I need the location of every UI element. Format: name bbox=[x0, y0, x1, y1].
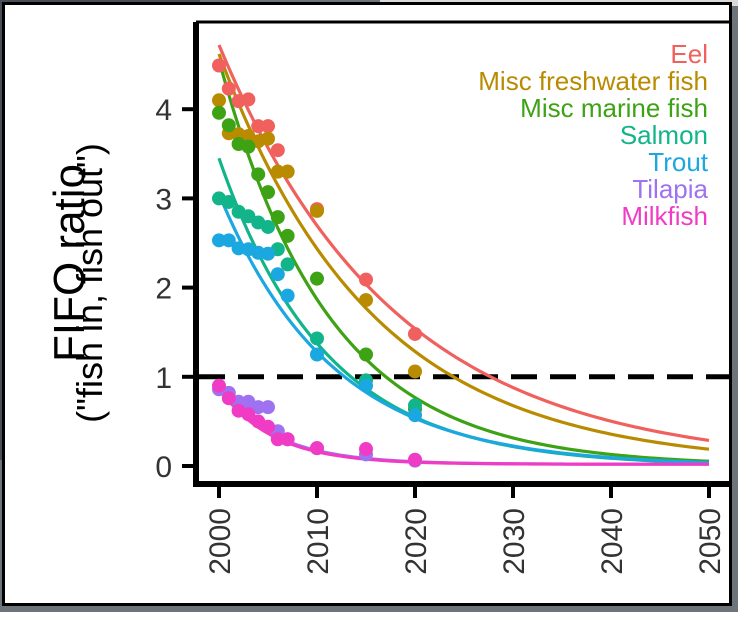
data-point-misc-marine-fish bbox=[251, 167, 266, 182]
data-point-tilapia bbox=[261, 400, 275, 415]
data-point-salmon bbox=[221, 194, 236, 209]
y-tick-label: 4 bbox=[155, 94, 172, 127]
fit-curve-eel bbox=[217, 44, 710, 442]
data-point-eel bbox=[270, 143, 285, 158]
x-tick-label: 2020 bbox=[400, 508, 433, 575]
data-point-misc-freshwater-fish bbox=[280, 164, 295, 179]
y-axis-title-line-2: ("fish in, fish out") bbox=[69, 143, 110, 423]
data-point-trout bbox=[270, 267, 285, 282]
data-point-misc-freshwater-fish bbox=[310, 203, 324, 218]
legend-item-misc-marine-fish: Misc marine fish bbox=[520, 93, 708, 123]
data-point-milkfish bbox=[221, 391, 236, 406]
legend-item-tilapia: Tilapia bbox=[632, 174, 708, 204]
data-point-eel bbox=[212, 58, 226, 73]
y-tick-label: 1 bbox=[155, 362, 172, 395]
data-point-misc-freshwater-fish bbox=[408, 364, 422, 379]
data-point-salmon bbox=[310, 331, 324, 346]
data-points-layer bbox=[212, 58, 422, 468]
data-point-eel bbox=[221, 81, 236, 96]
data-point-trout bbox=[212, 233, 226, 248]
data-point-misc-marine-fish bbox=[241, 139, 256, 154]
data-point-misc-marine-fish bbox=[280, 228, 295, 243]
legend-item-eel: Eel bbox=[670, 39, 708, 69]
data-point-trout bbox=[221, 233, 236, 248]
data-point-trout bbox=[359, 378, 373, 393]
data-point-misc-freshwater-fish bbox=[270, 164, 285, 179]
data-point-milkfish bbox=[280, 432, 295, 447]
fit-curve-misc-freshwater-fish bbox=[217, 53, 710, 451]
legend-item-misc-freshwater-fish: Misc freshwater fish bbox=[478, 66, 708, 96]
data-point-eel bbox=[359, 272, 373, 287]
x-tick-label: 2030 bbox=[498, 508, 531, 575]
data-point-misc-freshwater-fish bbox=[212, 93, 226, 108]
x-tick-label: 2010 bbox=[302, 508, 335, 575]
data-point-trout bbox=[408, 408, 422, 423]
data-point-misc-marine-fish bbox=[359, 347, 373, 362]
data-point-milkfish bbox=[359, 442, 373, 457]
data-point-milkfish bbox=[310, 441, 324, 456]
data-point-milkfish bbox=[241, 407, 256, 422]
data-point-eel bbox=[251, 119, 266, 134]
data-point-misc-marine-fish bbox=[310, 271, 324, 286]
axes bbox=[182, 20, 730, 498]
data-point-trout bbox=[310, 347, 324, 362]
legend-item-milkfish: Milkfish bbox=[621, 201, 708, 231]
fit-curve-trout bbox=[217, 193, 710, 465]
data-point-eel bbox=[241, 92, 256, 107]
x-tick-label: 2040 bbox=[596, 508, 629, 575]
data-point-eel bbox=[261, 119, 275, 134]
legend-item-salmon: Salmon bbox=[619, 120, 708, 150]
data-point-salmon bbox=[280, 257, 295, 272]
data-point-misc-freshwater-fish bbox=[359, 293, 373, 308]
data-point-salmon bbox=[408, 398, 422, 413]
data-point-misc-marine-fish bbox=[212, 105, 226, 120]
data-point-tilapia bbox=[251, 400, 266, 415]
x-tick-label: 2050 bbox=[694, 508, 727, 575]
y-tick-label: 0 bbox=[155, 451, 172, 484]
tick-labels-layer: 0 1 2 3 4 2000 2010 2020 2030 2040 2050 bbox=[155, 94, 727, 575]
data-point-misc-marine-fish bbox=[221, 118, 236, 133]
fit-curves-layer bbox=[217, 44, 710, 466]
legend: Eel Misc freshwater fish Misc marine fish S… bbox=[478, 41, 708, 230]
data-point-salmon bbox=[261, 219, 275, 234]
fit-curve-milkfish bbox=[217, 387, 709, 466]
y-tick-label: 2 bbox=[155, 273, 172, 306]
data-point-milkfish bbox=[408, 452, 422, 467]
data-point-trout bbox=[261, 246, 275, 261]
data-point-misc-marine-fish bbox=[270, 210, 285, 225]
data-point-eel bbox=[408, 326, 422, 341]
y-axis-title: FIFO ratio ("fish in, fish out") bbox=[0, 0, 140, 612]
data-point-trout bbox=[280, 288, 295, 303]
legend-item-trout: Trout bbox=[648, 147, 708, 177]
y-tick-label: 3 bbox=[155, 183, 172, 216]
fit-curve-misc-marine-fish bbox=[217, 59, 710, 463]
data-point-milkfish bbox=[212, 378, 226, 393]
data-point-milkfish bbox=[261, 419, 275, 434]
data-point-misc-marine-fish bbox=[261, 185, 275, 200]
data-point-misc-freshwater-fish bbox=[261, 131, 275, 146]
x-tick-label: 2000 bbox=[204, 508, 237, 575]
data-point-milkfish bbox=[270, 432, 285, 447]
